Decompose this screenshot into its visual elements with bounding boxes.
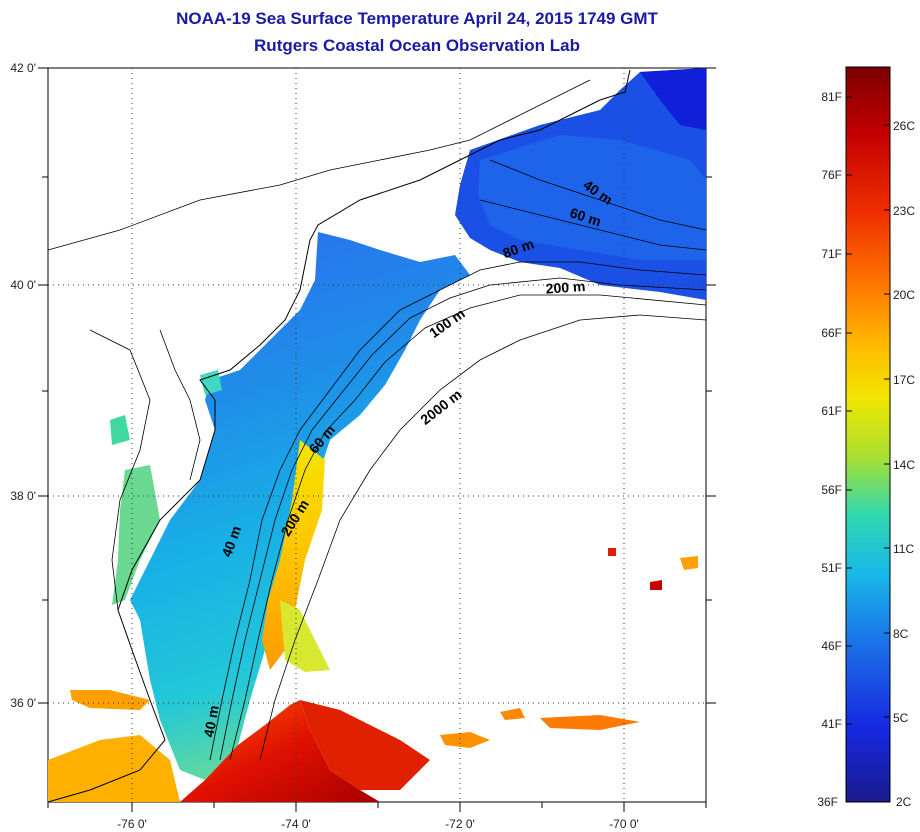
colorbar (845, 66, 891, 803)
colorbar-label-c: 2C (896, 795, 912, 809)
colorbar-ticks (846, 96, 890, 725)
inland-boundary (47, 79, 591, 251)
lon-tick-label: -70 0' (609, 817, 639, 831)
chesapeake-shore (89, 329, 151, 611)
coastal-warm-water (48, 735, 180, 802)
colorbar-label-f: 56F (821, 483, 842, 497)
map-title: NOAA-19 Sea Surface Temperature April 24… (176, 9, 658, 28)
colorbar-label-c: 23C (893, 204, 915, 218)
colorbar-label-f: 76F (821, 168, 842, 182)
contour-label: 200 m (545, 278, 586, 297)
colorbar-labels-f: 81F 76F 71F 66F 61F 56F 51F 46F 41F 36F (817, 90, 842, 809)
lon-tick-label: -76 0' (117, 817, 147, 831)
colorbar-label-f: 36F (817, 795, 838, 809)
gulf-stream (180, 700, 380, 802)
colorbar-label-f: 41F (821, 717, 842, 731)
coastline (47, 69, 631, 803)
colorbar-labels-c: 26C 23C 20C 17C 14C 11C 8C 5C 2C (893, 119, 915, 809)
lat-tick-label: 42 0' (10, 61, 36, 75)
sst-field (48, 68, 706, 802)
map-subtitle: Rutgers Coastal Ocean Observation Lab (254, 36, 580, 55)
colorbar-label-f: 71F (821, 247, 842, 261)
lon-tick-label: -72 0' (445, 817, 475, 831)
lat-tick-label: 36 0' (10, 696, 36, 710)
lon-tick-label: -74 0' (281, 817, 311, 831)
colorbar-label-c: 11C (893, 542, 914, 556)
colorbar-label-f: 66F (821, 326, 842, 340)
colorbar-label-c: 17C (893, 373, 915, 387)
axis-ticks (38, 67, 716, 812)
colorbar-label-f: 61F (821, 404, 842, 418)
colorbar-label-c: 5C (893, 711, 909, 725)
chesapeake-water (112, 465, 160, 605)
isobaths (209, 159, 707, 761)
lat-tick-label: 40 0' (10, 278, 36, 292)
contour-label: 40 m (200, 704, 221, 738)
colorbar-label-f: 81F (821, 90, 842, 104)
colorbar-label-f: 46F (821, 639, 842, 653)
colorbar-label-c: 14C (893, 458, 915, 472)
colorbar-label-c: 20C (893, 288, 915, 302)
warm-slope-water (262, 440, 325, 670)
colorbar-label-f: 51F (821, 561, 842, 575)
lat-tick-label: 38 0' (10, 489, 36, 503)
colorbar-label-c: 8C (893, 627, 909, 641)
colorbar-label-c: 26C (893, 119, 915, 133)
